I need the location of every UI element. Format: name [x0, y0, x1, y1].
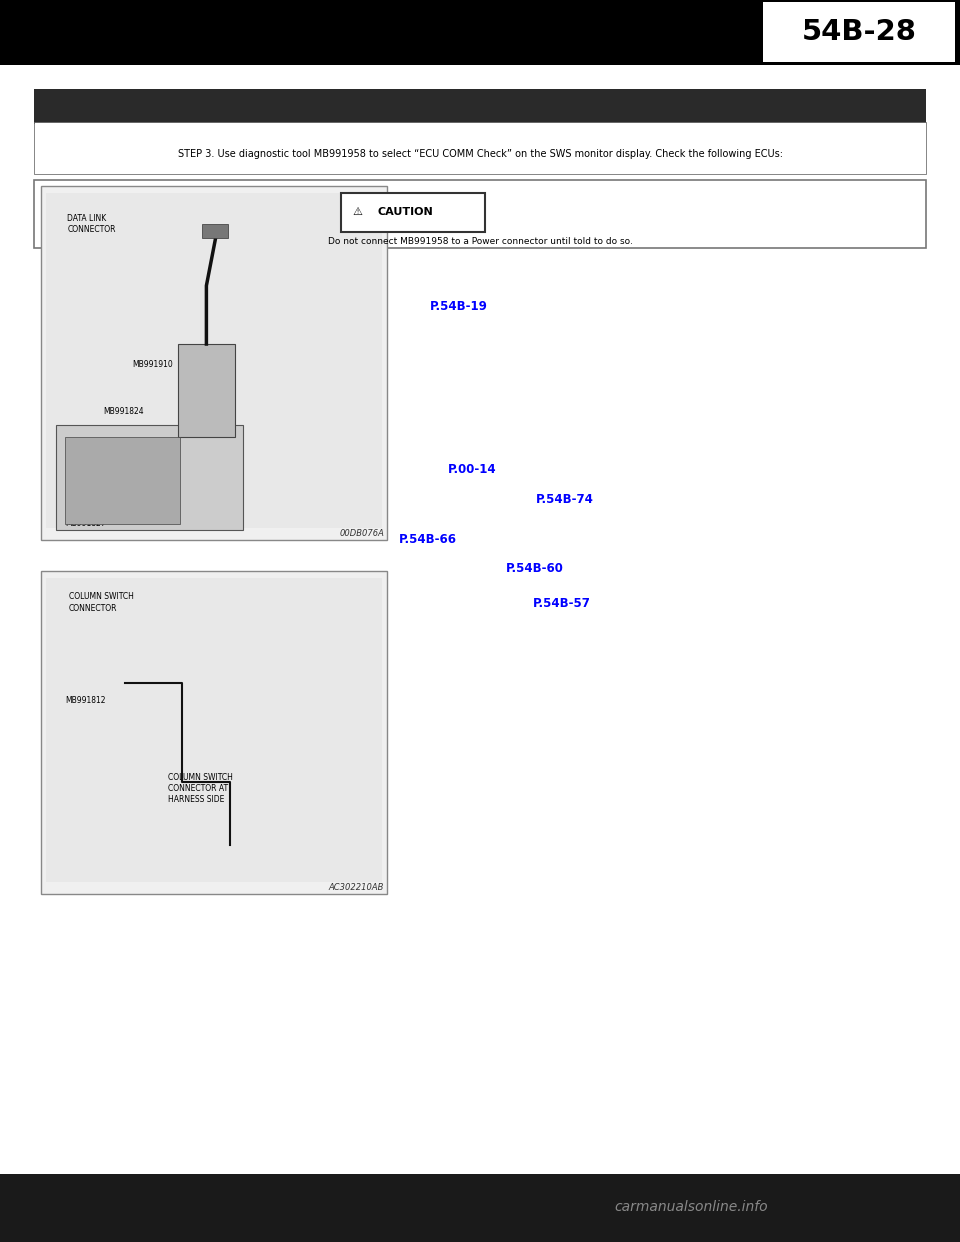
Text: P.00-14: P.00-14	[448, 463, 497, 476]
Bar	[41, 186, 387, 540]
Bar	[41, 571, 387, 894]
Text: MB991827: MB991827	[65, 519, 106, 528]
Bar	[46, 578, 382, 882]
Bar	[0, 1174, 960, 1242]
Text: MB991910: MB991910	[132, 360, 173, 369]
Text: Do not connect MB991958 to a Power connector until told to do so.: Do not connect MB991958 to a Power conne…	[327, 237, 633, 246]
Text: P.54B-60: P.54B-60	[506, 563, 564, 575]
Bar	[0, 65, 960, 1174]
Text: ⚠: ⚠	[352, 207, 362, 217]
Text: CAUTION: CAUTION	[377, 207, 433, 217]
Bar	[202, 224, 228, 238]
Text: COLUMN SWITCH
CONNECTOR: COLUMN SWITCH CONNECTOR	[69, 592, 134, 612]
Text: 00DB076A: 00DB076A	[339, 529, 384, 538]
Text: STEP 3. Use diagnostic tool MB991958 to select “ECU COMM Check” on the SWS monit: STEP 3. Use diagnostic tool MB991958 to …	[178, 149, 782, 159]
Bar	[34, 180, 926, 248]
Text: COLUMN SWITCH
CONNECTOR AT
HARNESS SIDE: COLUMN SWITCH CONNECTOR AT HARNESS SIDE	[168, 773, 233, 804]
Text: P.54B-19: P.54B-19	[430, 301, 488, 313]
Text: carmanualsonline.info: carmanualsonline.info	[614, 1200, 768, 1215]
Bar	[178, 344, 235, 437]
Text: 54B-28: 54B-28	[802, 19, 917, 46]
Bar	[46, 193, 382, 528]
Bar	[34, 122, 926, 174]
Text: P.54B-57: P.54B-57	[533, 597, 590, 610]
Text: MB991812: MB991812	[65, 696, 106, 704]
Bar	[763, 2, 955, 62]
Text: AC302210AB: AC302210AB	[328, 883, 384, 892]
Bar	[34, 89, 926, 124]
Text: DATA LINK
CONNECTOR: DATA LINK CONNECTOR	[67, 214, 116, 233]
Text: MB991824: MB991824	[104, 407, 144, 416]
Bar	[56, 425, 243, 530]
Bar	[65, 437, 180, 524]
Text: P.54B-74: P.54B-74	[536, 493, 593, 505]
Text: P.54B-66: P.54B-66	[398, 533, 456, 545]
Bar	[341, 193, 485, 232]
